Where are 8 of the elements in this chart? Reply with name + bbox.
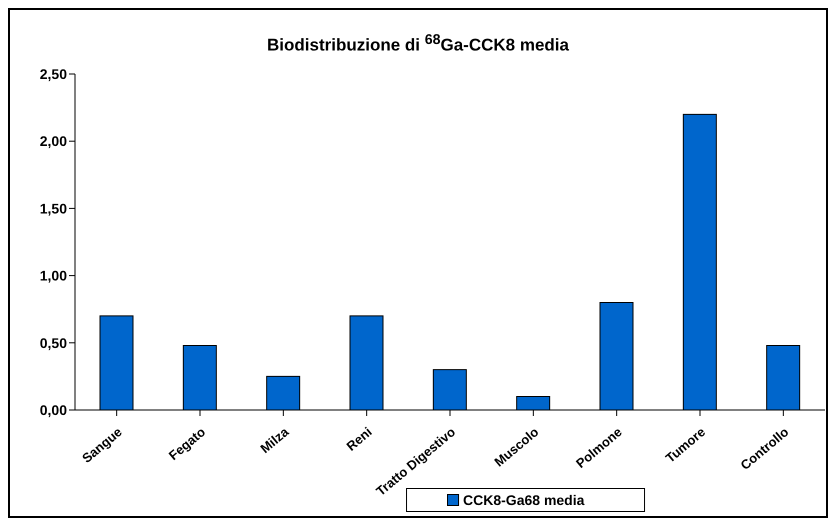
- y-tick-label: 0,50: [40, 334, 68, 351]
- y-tick-label: 2,50: [40, 66, 68, 82]
- legend-label: CCK8-Ga68 media: [463, 492, 584, 508]
- chart-title: Biodistribuzione di $^{68}$Ga-CCK8 media: [266, 32, 570, 56]
- y-tick-label: 1,50: [40, 200, 68, 216]
- y-tick-label: 0,00: [40, 402, 68, 418]
- y-tick-label: 1,00: [40, 268, 68, 284]
- y-tick-label: 2,00: [40, 133, 68, 150]
